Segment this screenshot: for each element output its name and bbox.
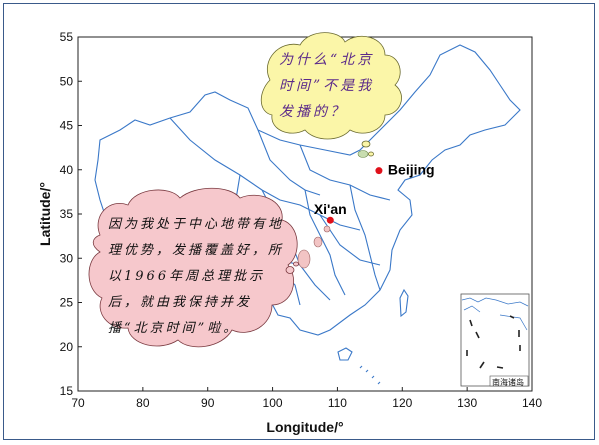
x-tick-label: 70: [71, 396, 85, 410]
inset-label: 南海诸岛: [492, 378, 524, 387]
city-label: Beijing: [388, 162, 435, 178]
y-tick-label: 30: [60, 251, 74, 265]
y-tick-label: 35: [60, 207, 74, 221]
y-tick-label: 45: [60, 119, 74, 133]
y-tick-label: 15: [60, 384, 74, 398]
y-tick-label: 40: [60, 163, 74, 177]
y-tick-label: 20: [60, 340, 74, 354]
city-label: Xi'an: [314, 201, 347, 217]
speech-bubble-top: [260, 32, 402, 157]
x-axis-ticks: 70 80 90 100 110 120 130 140: [71, 387, 542, 410]
x-tick-label: 120: [392, 396, 412, 410]
south-china-sea-inset: [460, 293, 530, 387]
y-axis-ticks: 15 20 25 30 35 40 45 50 55: [60, 30, 82, 398]
y-axis-title: Latitude/°: [37, 182, 53, 246]
city-dot: [326, 216, 334, 224]
x-tick-label: 90: [201, 396, 215, 410]
y-tick-label: 55: [60, 30, 74, 44]
speech-bubble-left: [88, 187, 299, 348]
x-tick-label: 110: [328, 396, 347, 410]
lake-markers: [297, 150, 369, 269]
city-markers: Beijing Xi'an: [314, 162, 435, 224]
y-tick-label: 25: [60, 296, 74, 310]
city-dot: [375, 167, 383, 175]
x-tick-label: 130: [457, 396, 477, 410]
x-tick-label: 140: [522, 396, 542, 410]
y-tick-label: 50: [60, 74, 74, 88]
bubble-top-text: 为什么“北京时间”不是我发播的？: [279, 52, 375, 120]
taiwan-outline: [399, 288, 409, 318]
x-tick-label: 80: [136, 396, 150, 410]
hainan-outline: [337, 347, 353, 361]
x-axis-title: Longitude/°: [266, 419, 343, 435]
x-tick-label: 100: [263, 396, 283, 410]
bubble-left-text: 因为我处于中心地带有地理优势，发播覆盖好，所以1966年周总理批示后，就由我保持…: [108, 217, 285, 336]
figure-frame: [3, 3, 595, 440]
island-marks: [359, 365, 381, 385]
